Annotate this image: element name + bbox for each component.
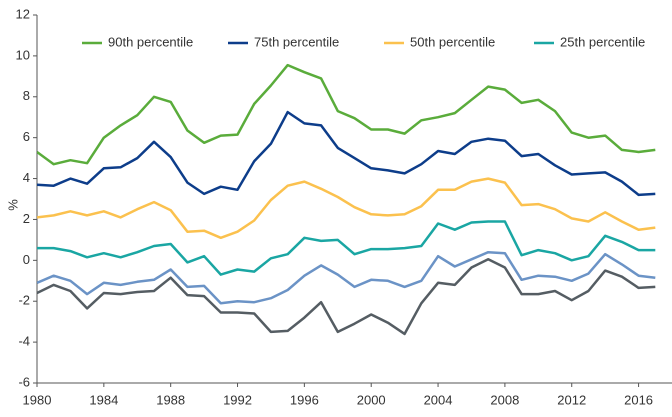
x-tick-label: 1980 bbox=[23, 392, 52, 407]
series-line bbox=[37, 250, 656, 305]
x-tick-label: 2012 bbox=[557, 392, 586, 407]
series-line bbox=[37, 220, 656, 276]
legend-label: 90th percentile bbox=[108, 34, 193, 49]
y-tick-label: 4 bbox=[23, 170, 30, 185]
x-tick-label: 2016 bbox=[624, 392, 653, 407]
series-line bbox=[37, 177, 656, 240]
legend-label: 50th percentile bbox=[410, 34, 495, 49]
x-tick-label: 2000 bbox=[357, 392, 386, 407]
y-tick-label: 8 bbox=[23, 88, 30, 103]
plot-area bbox=[37, 63, 656, 336]
y-tick-label: 0 bbox=[23, 252, 30, 267]
y-tick-label: -2 bbox=[18, 293, 30, 308]
y-tick-label: 10 bbox=[16, 47, 30, 62]
x-tick-label: 1984 bbox=[89, 392, 118, 407]
series-line bbox=[37, 110, 656, 197]
y-tick-label: 12 bbox=[16, 6, 30, 21]
series-line bbox=[37, 258, 656, 336]
x-tick-label: 1996 bbox=[290, 392, 319, 407]
x-tick-label: 2004 bbox=[424, 392, 453, 407]
legend-label: 25th percentile bbox=[560, 34, 645, 49]
x-tick-label: 1988 bbox=[156, 392, 185, 407]
y-tick-label: -4 bbox=[18, 334, 30, 349]
y-tick-label: 6 bbox=[23, 129, 30, 144]
y-axis-label: % bbox=[5, 199, 20, 211]
legend-label: 75th percentile bbox=[254, 34, 339, 49]
series-line bbox=[37, 63, 656, 166]
y-tick-label: 2 bbox=[23, 211, 30, 226]
x-tick-label: 2008 bbox=[490, 392, 519, 407]
x-tick-label: 1992 bbox=[223, 392, 252, 407]
y-tick-label: -6 bbox=[18, 374, 30, 389]
